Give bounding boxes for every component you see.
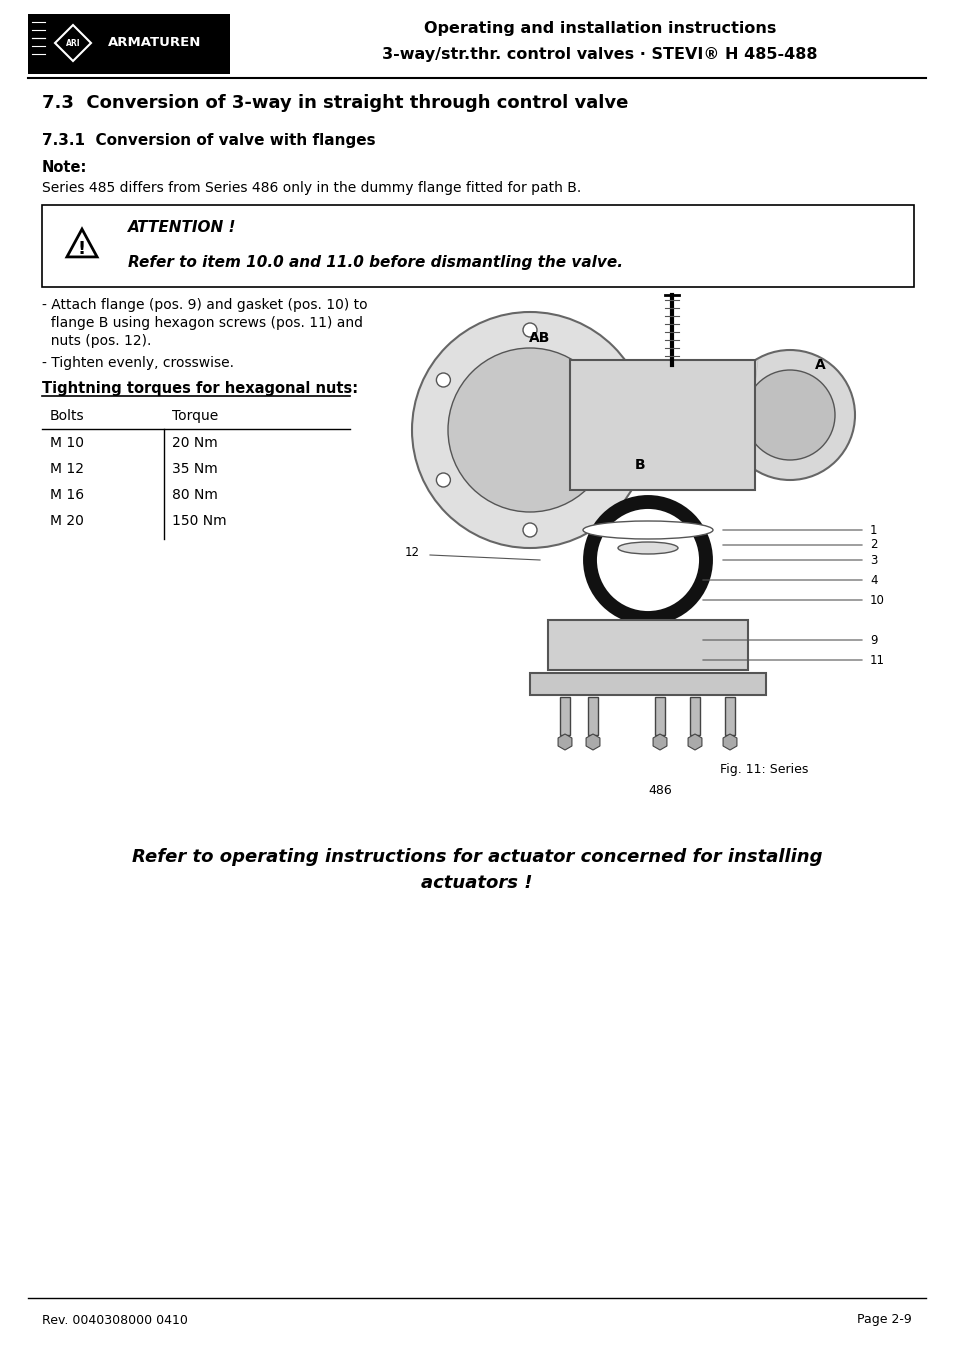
Text: 3: 3 xyxy=(869,554,877,567)
Text: 150 Nm: 150 Nm xyxy=(172,514,227,528)
Text: M 12: M 12 xyxy=(50,462,84,477)
Text: A: A xyxy=(814,358,824,373)
Text: M 10: M 10 xyxy=(50,436,84,450)
Text: 1: 1 xyxy=(869,524,877,536)
Text: 4: 4 xyxy=(869,574,877,586)
FancyBboxPatch shape xyxy=(530,674,765,695)
Text: 7.3.1  Conversion of valve with flanges: 7.3.1 Conversion of valve with flanges xyxy=(42,132,375,147)
Circle shape xyxy=(522,522,537,537)
Circle shape xyxy=(436,472,450,487)
Text: Fig. 11: Series: Fig. 11: Series xyxy=(720,764,807,776)
Text: 80 Nm: 80 Nm xyxy=(172,487,217,502)
Text: ARI: ARI xyxy=(66,39,80,47)
Text: Note:: Note: xyxy=(42,161,88,176)
Text: Rev. 0040308000 0410: Rev. 0040308000 0410 xyxy=(42,1314,188,1327)
Circle shape xyxy=(412,312,647,548)
FancyBboxPatch shape xyxy=(724,697,734,734)
Text: Operating and installation instructions: Operating and installation instructions xyxy=(423,20,776,35)
Text: ARMATUREN: ARMATUREN xyxy=(109,36,201,50)
Text: - Tighten evenly, crosswise.: - Tighten evenly, crosswise. xyxy=(42,356,233,370)
Text: M 16: M 16 xyxy=(50,487,84,502)
Circle shape xyxy=(609,373,623,387)
Circle shape xyxy=(448,348,612,512)
Text: !: ! xyxy=(78,240,86,258)
Text: 2: 2 xyxy=(869,539,877,552)
Circle shape xyxy=(724,350,854,481)
Text: 10: 10 xyxy=(869,594,884,606)
Text: 11: 11 xyxy=(869,653,884,667)
Text: 3-way/str.thr. control valves · STEVI® H 485-488: 3-way/str.thr. control valves · STEVI® H… xyxy=(382,47,817,62)
Circle shape xyxy=(744,370,834,460)
Text: Tightning torques for hexagonal nuts:: Tightning torques for hexagonal nuts: xyxy=(42,381,357,396)
FancyBboxPatch shape xyxy=(42,205,913,288)
Text: 9: 9 xyxy=(869,633,877,647)
Circle shape xyxy=(522,323,537,338)
Polygon shape xyxy=(67,230,97,256)
Polygon shape xyxy=(55,26,91,61)
Text: 486: 486 xyxy=(647,783,671,796)
FancyBboxPatch shape xyxy=(655,697,664,734)
Text: flange B using hexagon screws (pos. 11) and: flange B using hexagon screws (pos. 11) … xyxy=(42,316,363,329)
Ellipse shape xyxy=(618,541,678,554)
FancyBboxPatch shape xyxy=(28,14,230,74)
Text: M 20: M 20 xyxy=(50,514,84,528)
Ellipse shape xyxy=(582,521,712,539)
Text: Torque: Torque xyxy=(172,409,218,423)
Text: - Attach flange (pos. 9) and gasket (pos. 10) to: - Attach flange (pos. 9) and gasket (pos… xyxy=(42,298,367,312)
Text: 35 Nm: 35 Nm xyxy=(172,462,217,477)
FancyBboxPatch shape xyxy=(689,697,700,734)
Text: Refer to operating instructions for actuator concerned for installing
actuators : Refer to operating instructions for actu… xyxy=(132,848,821,892)
Text: Refer to item 10.0 and 11.0 before dismantling the valve.: Refer to item 10.0 and 11.0 before disma… xyxy=(128,255,622,270)
FancyBboxPatch shape xyxy=(569,360,754,490)
Text: 20 Nm: 20 Nm xyxy=(172,436,217,450)
FancyBboxPatch shape xyxy=(547,620,747,670)
Text: 7.3  Conversion of 3-way in straight through control valve: 7.3 Conversion of 3-way in straight thro… xyxy=(42,95,628,112)
FancyBboxPatch shape xyxy=(587,697,598,734)
Text: Series 485 differs from Series 486 only in the dummy flange fitted for path B.: Series 485 differs from Series 486 only … xyxy=(42,181,580,194)
Circle shape xyxy=(609,472,623,487)
Text: AB: AB xyxy=(529,331,550,346)
Text: 12: 12 xyxy=(405,547,419,559)
Text: Page 2-9: Page 2-9 xyxy=(857,1314,911,1327)
Circle shape xyxy=(436,373,450,387)
Text: nuts (pos. 12).: nuts (pos. 12). xyxy=(42,333,152,348)
Text: ATTENTION !: ATTENTION ! xyxy=(128,220,236,235)
Text: B: B xyxy=(634,458,644,472)
Text: Bolts: Bolts xyxy=(50,409,85,423)
FancyBboxPatch shape xyxy=(559,697,569,734)
